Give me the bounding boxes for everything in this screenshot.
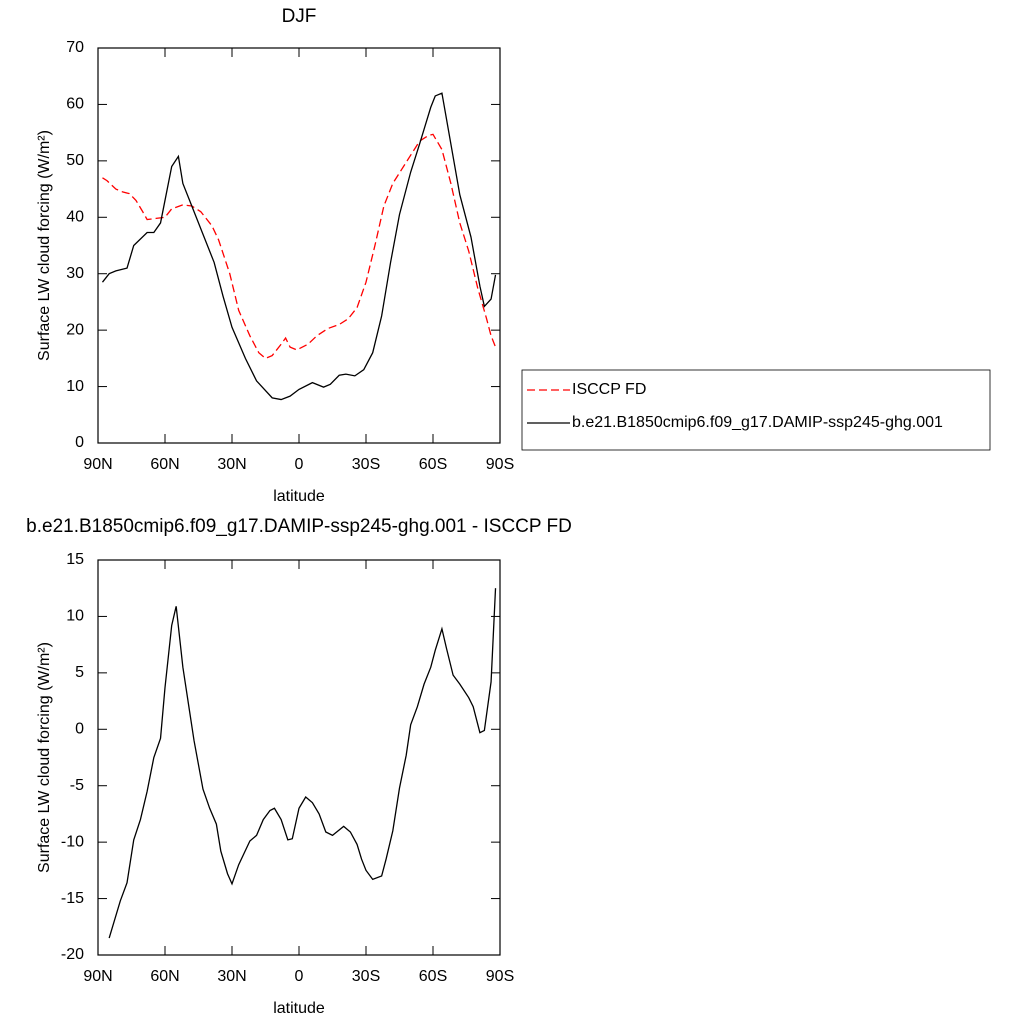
x-axis-label: latitude [273, 1000, 325, 1017]
legend-label: b.e21.B1850cmip6.f09_g17.DAMIP-ssp245-gh… [572, 414, 943, 431]
y-tick-label: -10 [61, 833, 84, 850]
x-tick-label: 0 [295, 968, 304, 985]
data-line [108, 588, 497, 939]
x-tick-label: 60S [419, 968, 447, 985]
y-tick-label: 0 [75, 434, 84, 451]
x-tick-label: 60N [150, 456, 179, 473]
chart-title: DJF [282, 6, 317, 27]
data-line [102, 133, 497, 360]
x-tick-label: 60N [150, 968, 179, 985]
x-tick-label: 90N [83, 968, 112, 985]
data-line [101, 92, 497, 401]
y-tick-label: 30 [66, 265, 84, 282]
x-tick-label: 0 [295, 456, 304, 473]
x-tick-label: 30N [217, 968, 246, 985]
x-tick-label: 60S [419, 456, 447, 473]
y-tick-label: 40 [66, 209, 84, 226]
y-tick-label: 10 [66, 608, 84, 625]
y-tick-label: -20 [61, 946, 84, 963]
y-tick-label: 10 [66, 378, 84, 395]
y-tick-label: 60 [66, 96, 84, 113]
plot-frame [97, 47, 501, 444]
y-tick-label: 5 [75, 664, 84, 681]
x-tick-label: 30N [217, 456, 246, 473]
chart-title: b.e21.B1850cmip6.f09_g17.DAMIP-ssp245-gh… [26, 516, 572, 537]
y-axis-label: Surface LW cloud forcing (W/m²) [36, 130, 53, 361]
x-tick-label: 30S [352, 968, 380, 985]
x-tick-label: 30S [352, 456, 380, 473]
y-axis-label: Surface LW cloud forcing (W/m²) [36, 642, 53, 873]
x-tick-label: 90S [486, 968, 514, 985]
legend-label: ISCCP FD [572, 381, 646, 398]
plot-frame [97, 559, 501, 956]
y-tick-label: 0 [75, 721, 84, 738]
y-tick-label: 15 [66, 551, 84, 568]
y-tick-label: 20 [66, 321, 84, 338]
y-tick-label: 50 [66, 152, 84, 169]
y-tick-label: -5 [70, 777, 84, 794]
legend-box [521, 369, 991, 451]
x-tick-label: 90S [486, 456, 514, 473]
x-axis-label: latitude [273, 488, 325, 505]
y-tick-label: -15 [61, 890, 84, 907]
x-tick-label: 90N [83, 456, 112, 473]
y-tick-label: 70 [66, 39, 84, 56]
